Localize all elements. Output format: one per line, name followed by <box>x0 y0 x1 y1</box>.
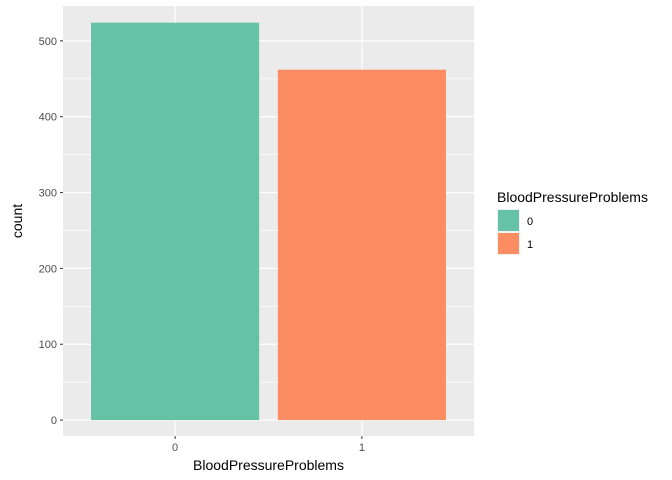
bar-0 <box>91 22 260 421</box>
legend-title: BloodPressureProblems <box>497 189 648 205</box>
x-tick-label: 1 <box>359 442 365 454</box>
y-axis: 0 100 200 300 400 500 <box>39 36 63 427</box>
y-tick-label: 0 <box>51 415 57 427</box>
y-tick-label: 100 <box>39 339 57 351</box>
y-axis-title: count <box>9 204 25 238</box>
y-tick-label: 400 <box>39 112 57 124</box>
y-tick-label: 500 <box>39 36 57 48</box>
legend: BloodPressureProblems 01 <box>497 189 648 255</box>
legend-swatch-1 <box>498 233 519 254</box>
x-tick-label: 0 <box>172 442 178 454</box>
legend-swatch-0 <box>498 210 519 231</box>
bars <box>91 22 446 421</box>
legend-label-1: 1 <box>527 239 533 251</box>
x-axis-title: BloodPressureProblems <box>193 457 344 473</box>
legend-items: 01 <box>497 209 533 255</box>
legend-label-0: 0 <box>527 216 533 228</box>
bar-1 <box>277 69 446 421</box>
y-tick-label: 300 <box>39 188 57 200</box>
y-tick-label: 200 <box>39 263 57 275</box>
